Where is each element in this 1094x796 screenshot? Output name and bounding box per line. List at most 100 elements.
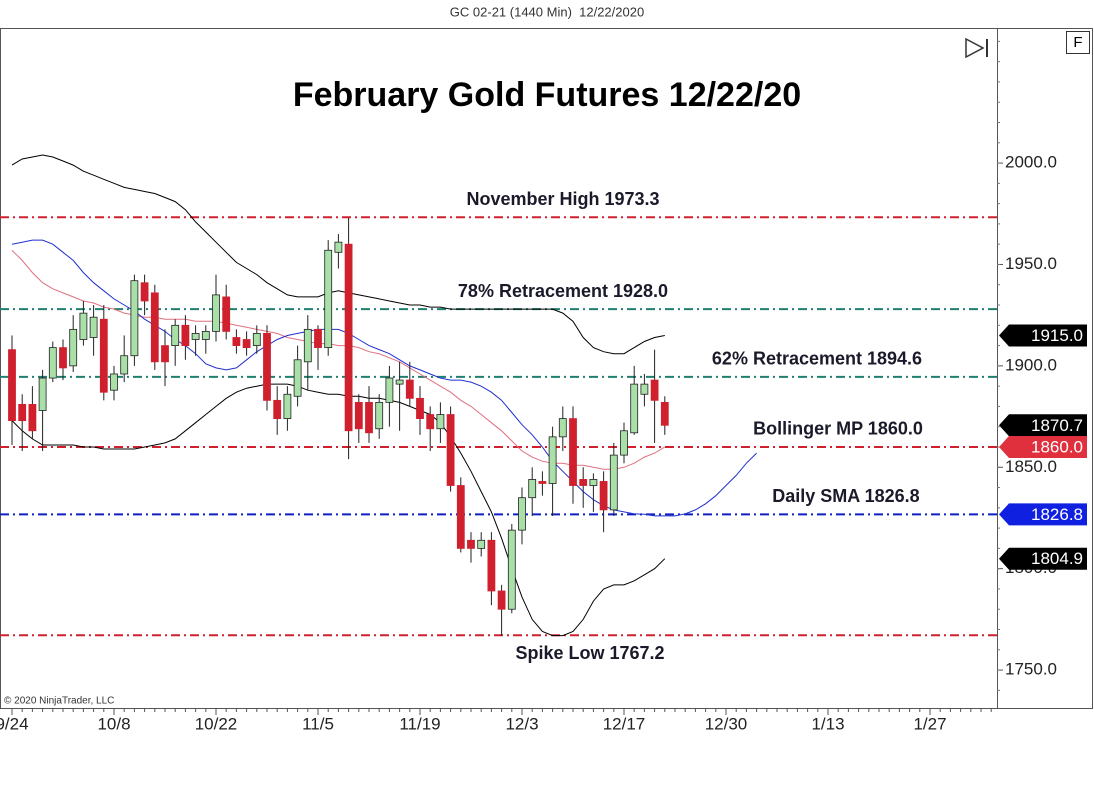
price-tag-label: 1870.7	[1031, 416, 1083, 435]
candle-body	[303, 328, 312, 363]
candle-body	[416, 397, 424, 419]
candle-body	[89, 316, 98, 338]
candle-body	[263, 333, 271, 401]
indicator-line	[11, 154, 665, 355]
x-tick-label: 11/5	[302, 714, 334, 733]
y-tick-label: 1950.0	[1005, 254, 1057, 273]
level-label: November High 1973.3	[466, 189, 659, 209]
candle-body	[660, 401, 669, 426]
candle-body	[569, 418, 577, 486]
chart-title: February Gold Futures 12/22/20	[293, 76, 801, 114]
candle-body	[314, 328, 322, 349]
candle-body	[436, 414, 445, 430]
price-tag	[999, 547, 1087, 570]
price-tag	[999, 414, 1087, 437]
level-label: Spike Low 1767.2	[515, 643, 664, 663]
candle-body	[507, 529, 516, 610]
candle-body	[640, 383, 649, 395]
candle-body	[18, 404, 27, 422]
candle-body	[487, 539, 496, 592]
y-tick-label: 1750.0	[1005, 660, 1057, 679]
candle-body	[181, 324, 190, 346]
candle-body	[28, 404, 37, 432]
candle-body	[130, 280, 139, 357]
candle-body	[477, 539, 486, 549]
scroll-end-icon[interactable]	[965, 37, 988, 59]
candle-body	[385, 377, 394, 403]
f-button[interactable]	[1066, 31, 1090, 54]
x-tick-label: 12/3	[505, 714, 538, 733]
candle-body	[38, 377, 47, 411]
candle-body	[242, 339, 251, 349]
candle-body	[538, 481, 547, 484]
candle-body	[365, 401, 373, 434]
candle-body	[201, 330, 210, 340]
candle-body	[620, 430, 628, 456]
candle-body	[69, 328, 78, 367]
candle-body	[589, 479, 598, 486]
price-tag	[999, 503, 1087, 526]
candle-body	[528, 479, 537, 499]
candle-body	[650, 379, 659, 401]
candle-body	[334, 241, 343, 253]
level-label: Daily SMA 1826.8	[772, 486, 919, 506]
x-tick-label: 9/24	[0, 714, 29, 733]
candle-body	[252, 333, 261, 346]
price-tag	[999, 324, 1087, 347]
candle-body	[375, 401, 384, 430]
candle-body	[324, 249, 333, 349]
copyright: © 2020 NinjaTrader, LLC	[4, 696, 114, 707]
candle-body	[48, 347, 57, 379]
indicator-line	[11, 383, 666, 637]
candle-body	[273, 399, 282, 419]
price-tag	[999, 435, 1087, 458]
candle-body	[59, 347, 67, 369]
x-tick-label: 12/30	[705, 714, 748, 733]
x-tick-label: 1/13	[811, 714, 844, 733]
candle-body	[222, 296, 231, 332]
level-label: 62% Retracement 1894.6	[712, 349, 922, 369]
candle-body	[497, 590, 506, 610]
candle-body	[518, 497, 526, 531]
candle-body	[630, 383, 639, 434]
candle-body	[446, 414, 455, 486]
level-label: Bollinger MP 1860.0	[753, 419, 923, 439]
price-tag-label: 1915.0	[1031, 326, 1083, 345]
f-button-label[interactable]: F	[1073, 34, 1082, 51]
candle-body	[467, 539, 475, 549]
x-tick-label: 11/19	[399, 714, 440, 733]
candle-body	[579, 479, 588, 486]
candle-body	[609, 454, 618, 511]
candle-body	[79, 312, 88, 340]
candle-body	[232, 337, 241, 346]
candle-body	[212, 294, 220, 332]
candle-body	[599, 481, 608, 511]
y-tick-label: 2000.0	[1005, 153, 1057, 172]
candle-body	[191, 333, 200, 340]
candle-body	[456, 485, 465, 549]
candle-body	[283, 393, 292, 419]
x-tick-label: 1/27	[913, 714, 946, 733]
candle-body	[171, 324, 180, 346]
price-tag-label: 1860.0	[1031, 437, 1083, 456]
candle-body	[405, 379, 414, 399]
candle-body	[395, 379, 404, 385]
plot: November High 1973.3 78% Retracement 1928…	[0, 154, 997, 663]
y-tick-label: 1850.0	[1005, 457, 1057, 476]
candle-body	[548, 436, 557, 484]
candle-body	[99, 318, 108, 393]
candle-body	[8, 349, 16, 422]
header: GC 02-21 (1440 Min) 12/22/2020	[450, 4, 644, 19]
level-label: 78% Retracement 1928.0	[458, 281, 668, 301]
candle-body	[150, 292, 159, 363]
candle-body	[161, 345, 169, 363]
candle-body	[140, 282, 149, 302]
plot-frame	[0, 28, 1093, 709]
candle-body	[426, 414, 435, 430]
y-tick-label: 1900.0	[1005, 355, 1057, 374]
candle-body	[110, 373, 118, 391]
x-tick-label: 12/17	[603, 714, 646, 733]
price-tag-label: 1826.8	[1031, 505, 1083, 524]
